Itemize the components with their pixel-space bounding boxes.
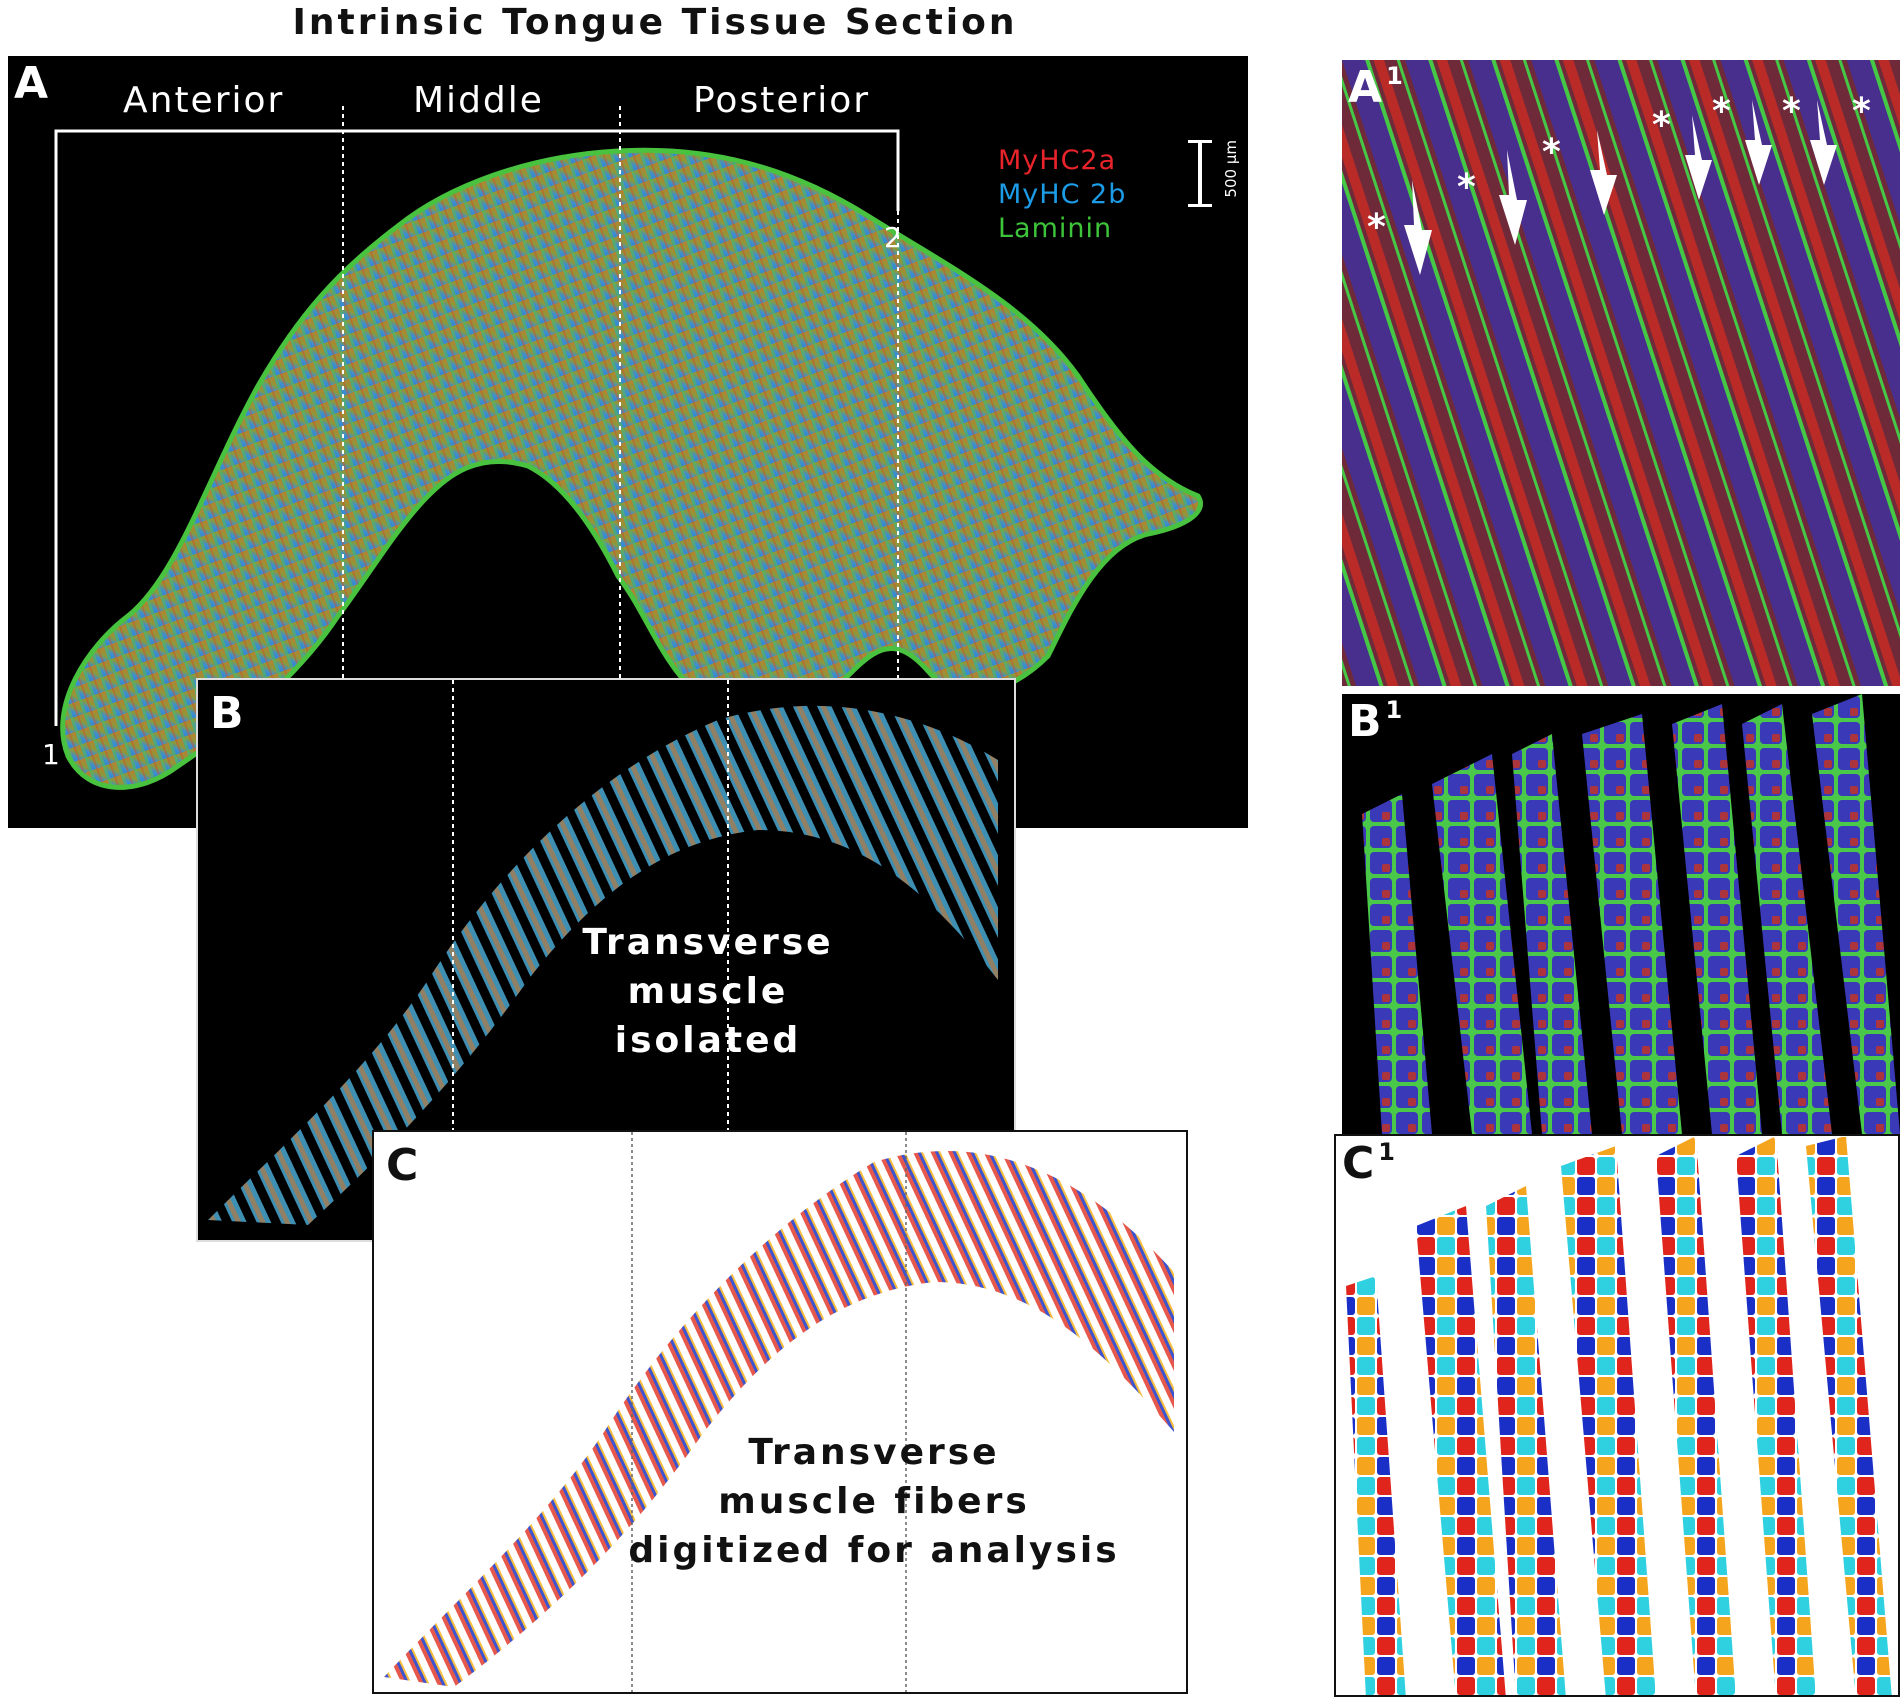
figure-title: Intrinsic Tongue Tissue Section (292, 2, 1018, 43)
caption-line: Transverse (582, 922, 834, 963)
panel-b-letter: B (210, 688, 244, 739)
legend-item-myhc2b: MyHC 2b (998, 179, 1127, 210)
caption-line: muscle (627, 971, 789, 1012)
panel-c-digitized-fibers-image (384, 1132, 1174, 1692)
measurement-bracket (54, 129, 900, 726)
panel-b-caption: Transverse muscle isolated (508, 918, 908, 1065)
caption-line: isolated (614, 1020, 802, 1061)
panel-c-letter: C (386, 1140, 419, 1191)
panel-a-tissue-image (54, 106, 1212, 828)
panel-c1-digitized-image (1346, 1136, 1892, 1695)
caption-line: muscle fibers (718, 1481, 1030, 1522)
caption-line: Transverse (748, 1432, 1000, 1473)
region-label-anterior: Anterior (123, 80, 285, 121)
scale-bar (1198, 140, 1202, 206)
legend-item-myhc2a: MyHC2a (998, 145, 1117, 176)
digitized-fiber-strips (1346, 1136, 1892, 1695)
arrow-markers (1404, 100, 1837, 275)
asterisk-marker: * (1367, 207, 1386, 248)
asterisk-marker: * (1457, 167, 1476, 208)
panel-b-isolated-muscle-image (208, 680, 998, 1240)
tissue-section-shape (60, 147, 1203, 790)
panel-a1-letter-main: A (1348, 62, 1383, 113)
panel-a1-magnified-image (1342, 60, 1900, 686)
isolated-fiber-strips (1362, 694, 1900, 1134)
digitized-fiber-band (384, 1151, 1174, 1687)
line-marker-1: 1 (42, 738, 60, 771)
asterisk-marker: * (1852, 91, 1871, 132)
panel-a-letter: A (14, 58, 49, 109)
legend-item-laminin: Laminin (998, 213, 1113, 244)
region-label-posterior: Posterior (693, 80, 871, 121)
scale-bar-label: 500 µm (1222, 140, 1240, 198)
caption-line: digitized for analysis (628, 1530, 1120, 1571)
panel-c: C Transverse muscle fibers digitized for… (372, 1130, 1188, 1694)
panel-b1-superscript: 1 (1385, 696, 1403, 724)
panel-b1-magnified-image (1362, 694, 1900, 1134)
panel-b1-letter-main: B (1348, 696, 1382, 747)
panel-c1-letter-main: C (1342, 1138, 1375, 1189)
asterisk-marker: * (1712, 91, 1731, 132)
region-label-middle: Middle (413, 80, 544, 121)
asterisk-marker: * (1782, 91, 1801, 132)
channel-legend: MyHC2a MyHC 2b Laminin (998, 144, 1126, 246)
asterisk-marker: * (1542, 132, 1561, 173)
asterisk-marker: * (1652, 105, 1671, 146)
panel-c-caption: Transverse muscle fibers digitized for a… (624, 1428, 1124, 1575)
isolated-muscle-band (208, 705, 998, 1225)
panel-a1-superscript: 1 (1386, 62, 1403, 90)
line-marker-2: 2 (884, 221, 902, 254)
panel-c1-superscript: 1 (1378, 1138, 1395, 1166)
